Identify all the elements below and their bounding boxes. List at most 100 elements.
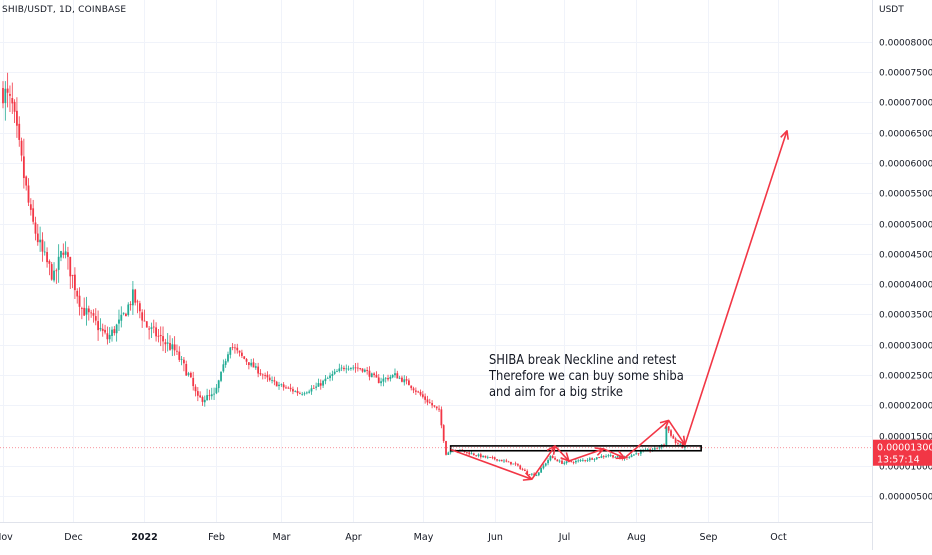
- candle-body: [356, 367, 359, 369]
- arrow-line: [554, 445, 570, 462]
- candle-body: [572, 462, 575, 463]
- chart-annotation[interactable]: SHIBA break Neckline and retest Therefor…: [489, 353, 713, 401]
- arrow-line: [531, 445, 556, 480]
- candle-body: [122, 312, 125, 314]
- candle-body: [333, 371, 336, 374]
- candle-layer: [2, 72, 686, 477]
- candle-body: [609, 455, 612, 456]
- time-tick-label: Apr: [345, 532, 362, 543]
- last-price-badge: [873, 439, 932, 466]
- candle-body: [238, 350, 241, 353]
- pattern-layer: [449, 129, 789, 481]
- price-tick-label: 0.00008000: [879, 39, 932, 49]
- candle-body: [322, 380, 324, 386]
- candle-body: [43, 251, 46, 253]
- candle-body: [13, 101, 16, 112]
- candle-body: [187, 373, 190, 375]
- candle-body: [408, 380, 410, 386]
- candle-body: [663, 444, 665, 446]
- candle-body: [412, 388, 415, 391]
- candle-body: [605, 456, 607, 457]
- candle-body: [275, 381, 278, 387]
- candle-body: [377, 377, 380, 384]
- candle-body: [74, 274, 76, 291]
- candle-body: [547, 460, 549, 464]
- candle-body: [118, 319, 120, 324]
- time-tick-label: Mar: [273, 532, 291, 543]
- candle-body: [176, 350, 178, 352]
- candle-body: [514, 463, 517, 465]
- price-tick-label: 0.00001500: [879, 433, 932, 443]
- candle-body: [305, 392, 308, 394]
- candle-body: [317, 383, 320, 387]
- candle-body: [264, 375, 266, 376]
- candle-body: [384, 377, 387, 379]
- candle-body: [250, 362, 253, 366]
- candle-body: [373, 373, 376, 376]
- candle-body: [366, 369, 369, 371]
- candle-body: [268, 377, 271, 381]
- candle-body: [125, 313, 127, 317]
- candle-body: [542, 465, 545, 469]
- price-tick-label: 0.00004500: [879, 251, 932, 261]
- candle-body: [616, 456, 619, 458]
- candle-body: [227, 354, 229, 362]
- candle-body: [164, 342, 167, 345]
- candle-body: [554, 457, 556, 460]
- candle-body: [540, 468, 543, 473]
- candle-body: [310, 388, 313, 392]
- last-price-value: 0.00001300: [877, 443, 932, 454]
- candle-body: [493, 457, 496, 460]
- candle-body: [90, 312, 93, 314]
- price-tick-label: 0.00006500: [879, 130, 932, 140]
- candle-body: [55, 270, 58, 272]
- candle-body: [326, 378, 329, 379]
- candle-body: [80, 308, 83, 309]
- candle-body: [612, 455, 614, 458]
- candle-body: [521, 468, 524, 470]
- candle-body: [426, 399, 429, 403]
- candle-body: [60, 251, 62, 258]
- candle-body: [50, 264, 53, 280]
- candle-body: [537, 472, 540, 476]
- candle-body: [298, 393, 301, 395]
- candle-body: [236, 347, 239, 351]
- price-axis: 0.00000500 0.00001000 0.00001500 0.00002000…: [879, 39, 932, 503]
- candle-body: [619, 456, 621, 458]
- candle-body: [94, 316, 97, 321]
- candle-body: [526, 470, 529, 475]
- candle-body: [600, 456, 603, 458]
- time-tick-label: Jul: [558, 532, 570, 543]
- candle-body: [289, 387, 292, 390]
- candle-body: [101, 328, 104, 331]
- candle-body: [271, 380, 273, 382]
- candle-body: [512, 463, 515, 465]
- candle-body: [361, 368, 364, 372]
- time-tick-label: Feb: [208, 532, 225, 543]
- candle-body: [192, 377, 195, 387]
- candle-body: [229, 347, 232, 355]
- candle-body: [500, 459, 503, 462]
- candle-body: [433, 405, 436, 407]
- annotation-line-2: Therefore we can buy some shiba: [489, 369, 684, 384]
- candle-body: [171, 344, 174, 350]
- candle-body: [6, 88, 9, 93]
- candle-body: [127, 304, 130, 316]
- annotation-line-3: and aim for a big strike: [489, 385, 623, 400]
- candle-body: [71, 275, 74, 276]
- candle-body: [106, 333, 109, 340]
- price-tick-label: 0.00000500: [879, 493, 932, 503]
- candle-body: [280, 384, 283, 386]
- candle-body: [129, 304, 132, 306]
- neckline-box: [449, 445, 702, 452]
- grid-layer: [0, 0, 872, 522]
- candle-body: [11, 98, 14, 104]
- candle-body: [417, 391, 420, 393]
- candle-body: [405, 379, 408, 381]
- candle-body: [482, 455, 485, 458]
- candle-body: [401, 377, 403, 382]
- candle-body: [76, 290, 79, 297]
- candle-body: [630, 455, 633, 458]
